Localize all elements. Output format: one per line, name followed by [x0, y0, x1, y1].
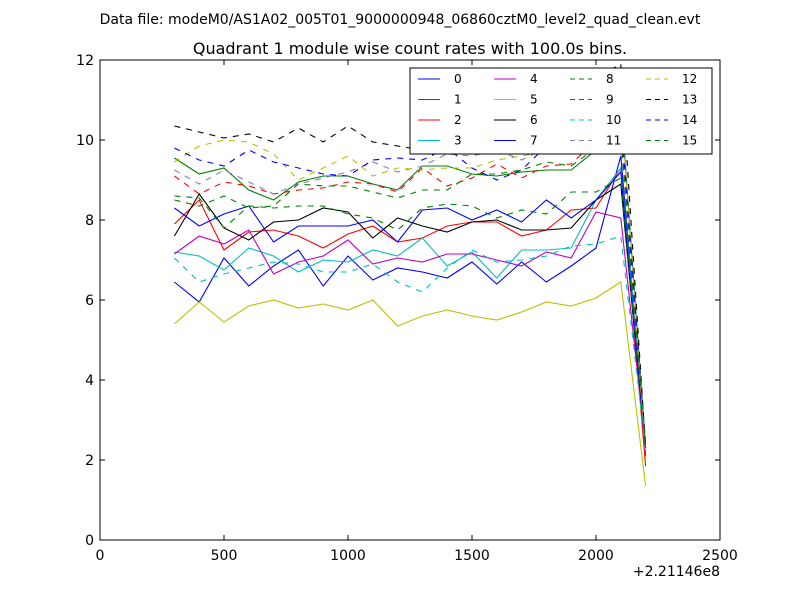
- chart-title: Quadrant 1 module wise count rates with …: [193, 39, 627, 58]
- y-tick-label: 8: [85, 213, 94, 229]
- legend-label: 3: [454, 134, 462, 148]
- series-line-0: [174, 155, 647, 453]
- legend-label: 13: [682, 93, 697, 107]
- series-line-12: [174, 103, 647, 451]
- x-tick-label: 1000: [330, 548, 366, 564]
- y-tick-label: 6: [85, 293, 94, 309]
- x-offset-label: +2.21146e8: [633, 564, 720, 580]
- y-tick-label: 2: [85, 453, 94, 469]
- legend-label: 15: [682, 134, 697, 148]
- series-line-15: [174, 137, 647, 447]
- legend-label: 4: [530, 72, 538, 86]
- legend-label: 5: [530, 93, 538, 107]
- y-tick-label: 10: [76, 133, 94, 149]
- series-line-6: [173, 183, 647, 451]
- legend-label: 2: [454, 113, 462, 127]
- figure-suptitle: Data file: modeM0/AS1A02_005T01_90000009…: [100, 12, 701, 28]
- legend-label: 11: [606, 134, 621, 148]
- x-tick-label: 500: [211, 548, 238, 564]
- y-tick-label: 12: [76, 53, 94, 69]
- x-tick-label: 2000: [578, 548, 614, 564]
- legend-label: 6: [530, 113, 538, 127]
- x-tick-label: 0: [96, 548, 105, 564]
- x-tick-label: 2500: [702, 548, 738, 564]
- legend-label: 10: [606, 113, 621, 127]
- legend-label: 12: [682, 72, 697, 86]
- legend-label: 1: [454, 93, 462, 107]
- x-tick-label: 1500: [454, 548, 490, 564]
- series-line-5: [174, 281, 647, 487]
- series-line-8: [174, 177, 647, 449]
- series-line-2: [174, 166, 647, 467]
- y-tick-label: 4: [85, 373, 94, 389]
- series-line-3: [174, 166, 647, 445]
- series-line-1: [174, 97, 647, 449]
- legend-label: 8: [606, 72, 614, 86]
- series-line-7: [174, 170, 647, 453]
- legend-label: 14: [682, 113, 697, 127]
- legend-box: [409, 67, 713, 155]
- x-axis: 0 500 1000 1500 2000 2500: [96, 60, 738, 564]
- series-line-10: [174, 235, 647, 449]
- legend-label: 9: [606, 93, 614, 107]
- series-line-9: [174, 131, 647, 457]
- legend-label: 7: [530, 134, 538, 148]
- y-tick-label: 0: [85, 533, 94, 549]
- legend-label: 0: [454, 72, 462, 86]
